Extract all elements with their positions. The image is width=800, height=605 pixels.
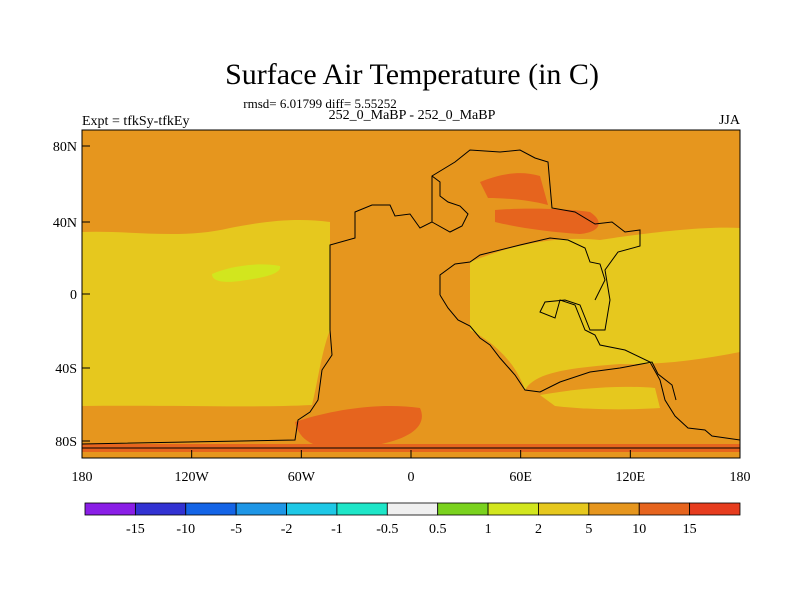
x-axis: 180 120W 60W 0 60E 120E 180 xyxy=(72,450,751,485)
comparison-label: 252_0_MaBP - 252_0_MaBP xyxy=(329,108,496,123)
field-band-1-2-patch xyxy=(212,264,281,282)
coastline-main-continent xyxy=(82,149,740,445)
field-band-2-5-west-ocean xyxy=(82,220,330,407)
colorbar-swatch xyxy=(437,502,489,516)
y-tick-label: 40N xyxy=(53,216,77,231)
experiment-label: Expt = tfkSy-tfkEy xyxy=(82,114,189,129)
field-band-2-5-south-patch xyxy=(540,386,660,410)
field-band-10-15-nasia xyxy=(495,208,599,234)
x-tick-label: 180 xyxy=(72,470,93,485)
colorbar-label: -15 xyxy=(126,522,145,537)
y-tick-label: 80S xyxy=(55,435,77,450)
x-tick-label: 60E xyxy=(509,470,532,485)
colorbar-label: 0.5 xyxy=(429,522,447,537)
y-axis: 80N 40N 0 40S 80S xyxy=(53,140,90,450)
colorbar: -15 -10 -5 -2 -1 -0.5 0.5 1 2 5 10 15 xyxy=(84,502,741,537)
y-tick-label: 40S xyxy=(55,362,77,377)
coastline-inner-basin xyxy=(439,237,606,301)
x-tick-label: 120E xyxy=(616,470,646,485)
colorbar-swatch xyxy=(336,502,388,516)
season-label: JJA xyxy=(719,113,741,128)
field-band-10-15-south xyxy=(295,405,422,449)
colorbar-swatch xyxy=(588,502,640,516)
colorbar-label: 5 xyxy=(585,522,592,537)
colorbar-swatch xyxy=(286,502,338,516)
colorbar-swatch xyxy=(185,502,237,516)
colorbar-label: -2 xyxy=(281,522,293,537)
coastline-northern-island xyxy=(431,175,469,233)
colorbar-swatch xyxy=(538,502,590,516)
colorbar-swatch xyxy=(487,502,539,516)
colorbar-label: 1 xyxy=(485,522,492,537)
stats-line: rmsd= 6.01799 diff= 5.55252 xyxy=(243,96,396,111)
x-tick-label: 180 xyxy=(730,470,751,485)
colorbar-swatch xyxy=(638,502,691,516)
x-tick-label: 0 xyxy=(408,470,415,485)
x-tick-label: 60W xyxy=(288,470,316,485)
colorbar-label: -0.5 xyxy=(376,522,398,537)
colorbar-swatch xyxy=(689,502,741,516)
x-tick-label: 120W xyxy=(175,470,210,485)
y-tick-label: 80N xyxy=(53,140,77,155)
colorbar-swatch xyxy=(134,502,187,516)
field-band-10-15-arctic xyxy=(480,173,548,205)
colorbar-swatch xyxy=(84,502,136,516)
plot-title: Surface Air Temperature (in C) xyxy=(225,58,599,91)
colorbar-label: -1 xyxy=(331,522,343,537)
colorbar-swatch xyxy=(386,502,439,516)
colorbar-label: -5 xyxy=(230,522,242,537)
colorbar-swatch xyxy=(235,502,287,516)
y-tick-label: 0 xyxy=(70,288,77,303)
field-band-2-5-east-ocean xyxy=(470,227,740,390)
colorbar-label: -10 xyxy=(176,522,195,537)
colorbar-label: 10 xyxy=(632,522,646,537)
map-panel xyxy=(81,129,741,459)
colorbar-label: 2 xyxy=(535,522,542,537)
coastline-southern-margin xyxy=(439,294,677,401)
colorbar-label: 15 xyxy=(683,522,697,537)
